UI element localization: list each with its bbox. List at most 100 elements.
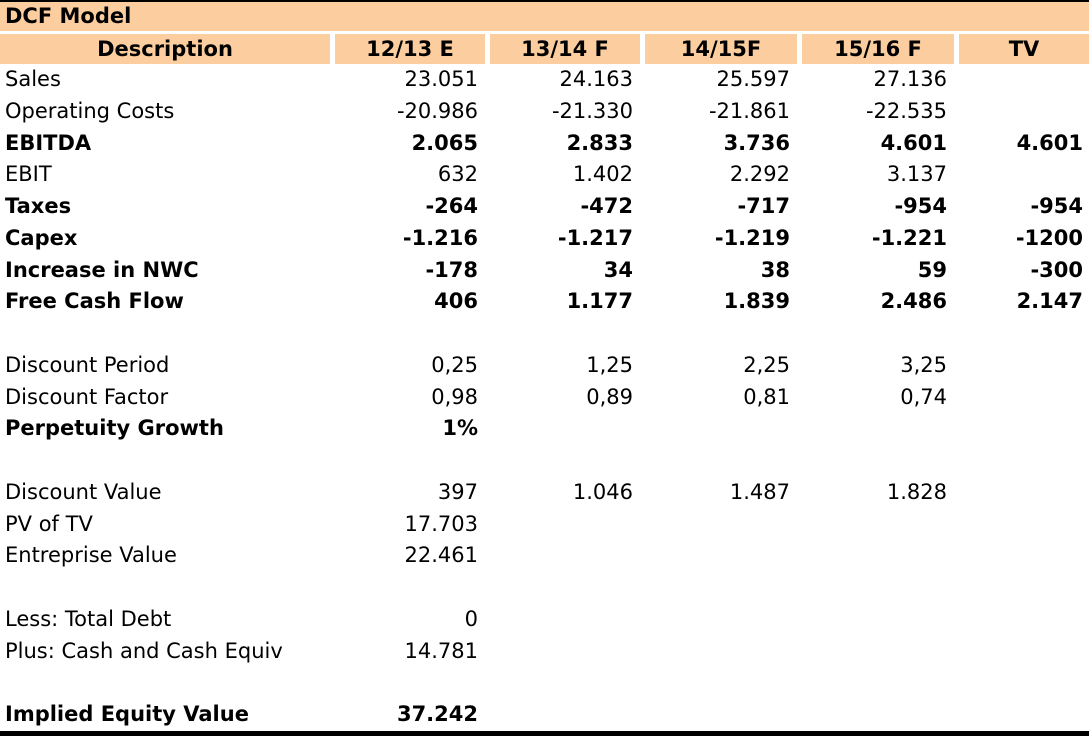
empty-cell <box>485 667 640 699</box>
cell-value: -1.221 <box>871 225 947 250</box>
empty-cell <box>640 509 797 541</box>
empty-cell <box>0 318 330 350</box>
empty-cell <box>640 667 797 699</box>
empty-cell <box>485 509 640 541</box>
cell-value: -21.861 <box>708 98 790 123</box>
empty-cell <box>954 540 1089 572</box>
column-header-14-15-f: 14/15F <box>640 34 797 64</box>
empty-cell <box>0 667 330 699</box>
empty-cell <box>954 604 1089 636</box>
cell-value: 14.781 <box>404 638 478 663</box>
cell-value: 4.601 <box>1016 130 1083 155</box>
empty-cell <box>0 572 330 604</box>
cell-value: 0,98 <box>431 384 478 409</box>
empty-cell <box>640 540 797 572</box>
empty-cell <box>954 477 1089 509</box>
empty-cell <box>797 445 954 477</box>
cell-value: 4.601 <box>880 130 947 155</box>
empty-cell <box>330 445 485 477</box>
cell-value: 3.736 <box>723 130 790 155</box>
empty-cell <box>797 604 954 636</box>
cell-value: 1% <box>442 416 478 441</box>
empty-cell <box>640 636 797 668</box>
cell-value: 2.292 <box>729 162 790 187</box>
cell-value: 1.828 <box>886 479 947 504</box>
empty-cell <box>797 318 954 350</box>
cell-value: 3.137 <box>886 162 947 187</box>
empty-cell <box>640 445 797 477</box>
cell-value: 24.163 <box>559 67 633 91</box>
empty-cell <box>954 159 1089 191</box>
column-header-15-16-f: 15/16 F <box>797 34 954 64</box>
cell-value: 38 <box>760 257 790 282</box>
empty-cell <box>640 572 797 604</box>
row-label: Increase in NWC <box>5 257 199 282</box>
row-label: Capex <box>5 225 78 250</box>
cell-value: 2,25 <box>743 352 790 377</box>
cell-value: 59 <box>917 257 947 282</box>
row-label: Free Cash Flow <box>5 289 184 314</box>
column-header-13-14-f: 13/14 F <box>485 34 640 64</box>
empty-cell <box>640 699 797 731</box>
cell-value: 1.839 <box>723 289 790 314</box>
cell-value: -21.330 <box>551 98 633 123</box>
cell-value: 17.703 <box>404 511 478 536</box>
cell-value: -717 <box>737 194 790 218</box>
empty-cell <box>954 667 1089 699</box>
cell-value: 27.136 <box>873 67 947 91</box>
empty-cell <box>797 509 954 541</box>
cell-value: 37.242 <box>396 702 478 726</box>
cell-value: -264 <box>425 194 478 218</box>
cell-value: 1,25 <box>586 352 633 377</box>
empty-cell <box>954 636 1089 668</box>
empty-cell <box>485 445 640 477</box>
empty-cell <box>0 445 330 477</box>
row-label: Plus: Cash and Cash Equiv <box>5 638 283 663</box>
column-header-description: Description <box>0 34 330 64</box>
column-header-tv: TV <box>954 34 1089 64</box>
row-label: Implied Equity Value <box>5 702 249 726</box>
empty-cell <box>954 64 1089 96</box>
cell-value: 25.597 <box>716 67 790 91</box>
empty-cell <box>954 96 1089 128</box>
empty-cell <box>485 572 640 604</box>
empty-cell <box>797 413 954 445</box>
cell-value: 3,25 <box>900 352 947 377</box>
row-label: Discount Period <box>5 352 170 377</box>
cell-value: 1.177 <box>566 289 633 314</box>
cell-value: 397 <box>437 479 478 504</box>
empty-cell <box>954 509 1089 541</box>
row-label: PV of TV <box>5 511 93 536</box>
row-label: Sales <box>5 67 61 91</box>
cell-value: 632 <box>437 162 478 187</box>
cell-value: 0,74 <box>900 384 947 409</box>
row-label: EBIT <box>5 162 52 187</box>
cell-value: 1.487 <box>729 479 790 504</box>
empty-cell <box>954 572 1089 604</box>
empty-cell <box>797 667 954 699</box>
cell-value: 2.486 <box>880 289 947 314</box>
cell-value: -178 <box>425 257 478 282</box>
cell-value: 0,25 <box>431 352 478 377</box>
empty-cell <box>330 667 485 699</box>
cell-value: -1.219 <box>714 225 790 250</box>
row-label: Taxes <box>5 194 72 218</box>
empty-cell <box>954 350 1089 382</box>
cell-value: 22.461 <box>404 543 478 568</box>
empty-cell <box>640 604 797 636</box>
title-divider <box>0 31 1089 34</box>
empty-cell <box>797 572 954 604</box>
row-label: Entreprise Value <box>5 543 177 568</box>
cell-value: -1.216 <box>402 225 478 250</box>
table-header-row: Description 12/13 E 13/14 F 14/15F 15/16… <box>0 34 1089 64</box>
cell-value: -954 <box>1030 194 1083 218</box>
empty-cell <box>330 318 485 350</box>
table-title: DCF Model <box>0 2 1089 31</box>
row-label: Less: Total Debt <box>5 606 172 631</box>
cell-value: -472 <box>580 194 633 218</box>
empty-cell <box>640 318 797 350</box>
empty-cell <box>485 318 640 350</box>
row-label: EBITDA <box>5 130 92 155</box>
column-header-12-13-e: 12/13 E <box>330 34 485 64</box>
